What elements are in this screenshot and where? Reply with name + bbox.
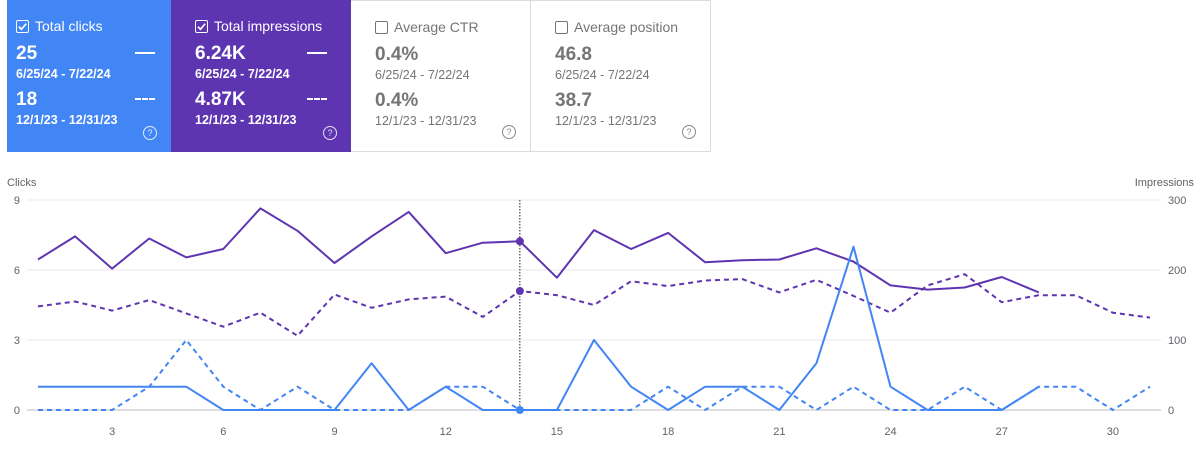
- checkbox-icon[interactable]: [375, 20, 388, 34]
- metric-value: 46.8: [555, 44, 592, 65]
- x-tick-label: 6: [220, 426, 226, 438]
- date-range: 12/1/23 - 12/31/23: [195, 113, 297, 127]
- card-label: Total impressions: [214, 18, 323, 34]
- x-tick-label: 30: [1107, 426, 1119, 438]
- metric-value: 25: [16, 43, 38, 64]
- x-tick-label: 15: [551, 426, 563, 438]
- x-tick-label: 27: [996, 426, 1008, 438]
- date-range: 6/25/24 - 7/22/24: [16, 67, 111, 81]
- series-line-impressions-current: [37, 207, 1040, 294]
- y-left-tick-label: 9: [14, 195, 20, 207]
- solid-line-legend-icon: [135, 52, 155, 54]
- metric-value: 6.24K: [195, 43, 246, 64]
- card-header: Total impressions: [195, 16, 351, 36]
- x-tick-label: 3: [109, 426, 115, 438]
- x-tick-label: 24: [884, 426, 896, 438]
- hover-point-impressions-current: [515, 237, 524, 246]
- previous-period-metric: 4.87K 12/1/23 - 12/31/23: [195, 89, 351, 129]
- current-period-metric: 25 6/25/24 - 7/22/24: [16, 43, 171, 83]
- series-line-clicks-current: [38, 245, 1040, 411]
- current-period-metric: 6.24K 6/25/24 - 7/22/24: [195, 43, 351, 83]
- metric-value: 4.87K: [195, 89, 246, 110]
- metric-value: 0.4%: [375, 44, 419, 65]
- y-left-tick-label: 0: [14, 405, 20, 417]
- checkbox-icon[interactable]: [555, 20, 568, 34]
- y-right-tick-label: 200: [1168, 265, 1186, 277]
- previous-period-metric: 38.7 12/1/23 - 12/31/23: [555, 90, 710, 130]
- metric-value: 0.4%: [375, 90, 419, 111]
- previous-period-metric: 18 12/1/23 - 12/31/23: [16, 89, 171, 129]
- y-right-axis-title: Impressions: [1134, 177, 1194, 189]
- y-right-tick-label: 0: [1168, 405, 1174, 417]
- dashed-line-legend-icon: [135, 98, 155, 100]
- card-label: Average position: [574, 19, 679, 35]
- date-range: 6/25/24 - 7/22/24: [555, 68, 650, 82]
- date-range: 6/25/24 - 7/22/24: [375, 68, 470, 82]
- card-label: Total clicks: [35, 18, 103, 34]
- previous-period-metric: 0.4% 12/1/23 - 12/31/23: [375, 90, 530, 130]
- card-total-clicks[interactable]: Total clicks 25 6/25/24 - 7/22/24 18 12/…: [7, 0, 171, 152]
- y-left-tick-label: 3: [14, 335, 20, 347]
- dashed-line-legend-icon: [307, 98, 327, 100]
- x-tick-label: 18: [662, 426, 674, 438]
- x-tick-label: 12: [440, 426, 452, 438]
- card-header: Total clicks: [16, 16, 171, 36]
- solid-line-legend-icon: [307, 52, 327, 54]
- help-circle-icon[interactable]: ?: [682, 125, 696, 139]
- card-header: Average position: [555, 17, 710, 37]
- metric-value: 38.7: [555, 90, 592, 111]
- help-circle-icon[interactable]: ?: [502, 125, 516, 139]
- y-left-axis-title: Clicks: [7, 177, 37, 189]
- y-right-tick-label: 100: [1168, 335, 1186, 347]
- help-circle-icon[interactable]: ?: [323, 126, 337, 140]
- metric-value: 18: [16, 89, 38, 110]
- card-average-ctr[interactable]: Average CTR 0.4% 6/25/24 - 7/22/24 0.4% …: [351, 0, 531, 152]
- card-header: Average CTR: [375, 17, 530, 37]
- y-left-tick-label: 6: [14, 265, 20, 277]
- date-range: 6/25/24 - 7/22/24: [195, 67, 290, 81]
- x-tick-label: 21: [773, 426, 785, 438]
- help-circle-icon[interactable]: ?: [143, 126, 157, 140]
- card-average-position[interactable]: Average position 46.8 6/25/24 - 7/22/24 …: [531, 0, 711, 152]
- metric-cards: Total clicks 25 6/25/24 - 7/22/24 18 12/…: [7, 0, 711, 152]
- date-range: 12/1/23 - 12/31/23: [555, 114, 657, 128]
- performance-chart[interactable]: Clicks Impressions 0 3 6 9 0 100 200 300 3 6 9 12 15…: [0, 170, 1201, 453]
- card-total-impressions[interactable]: Total impressions 6.24K 6/25/24 - 7/22/2…: [171, 0, 351, 152]
- checkbox-icon[interactable]: [16, 19, 29, 33]
- checkbox-icon[interactable]: [195, 19, 208, 33]
- hover-point-impressions-previous: [515, 287, 524, 295]
- x-tick-label: 9: [331, 426, 337, 438]
- date-range: 12/1/23 - 12/31/23: [375, 114, 477, 128]
- current-period-metric: 0.4% 6/25/24 - 7/22/24: [375, 44, 530, 84]
- card-label: Average CTR: [394, 19, 479, 35]
- series-line-clicks-previous: [38, 339, 1151, 411]
- series-line-impressions-previous: [37, 273, 1151, 337]
- chart-plot[interactable]: 0 3 6 9 0 100 200 300 3 6 9 12 15 18 21 24 27 30: [0, 170, 1201, 453]
- date-range: 12/1/23 - 12/31/23: [16, 113, 118, 127]
- y-right-tick-label: 300: [1168, 195, 1186, 207]
- current-period-metric: 46.8 6/25/24 - 7/22/24: [555, 44, 710, 84]
